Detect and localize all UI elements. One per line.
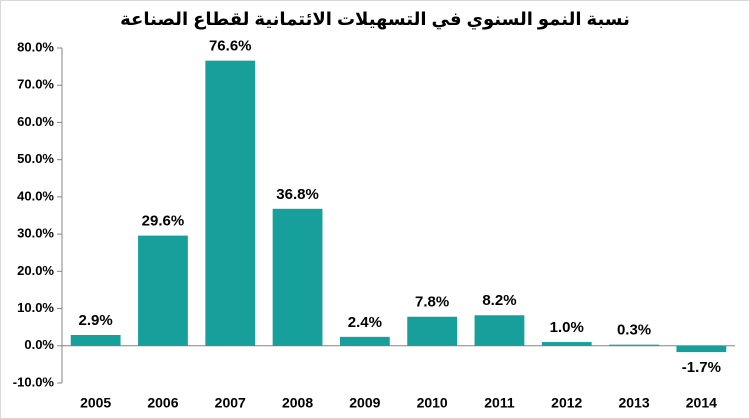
value-label: 7.8% <box>415 294 449 311</box>
bar <box>272 208 323 346</box>
y-tick-label: 40.0% <box>17 188 54 203</box>
x-tick-label: 2014 <box>686 395 717 411</box>
bar <box>541 342 592 346</box>
value-label: 2.4% <box>348 314 382 331</box>
value-label: 36.8% <box>276 186 319 203</box>
x-tick-label: 2006 <box>147 395 178 411</box>
bar <box>407 316 458 346</box>
y-tick-label: 0.0% <box>24 337 54 352</box>
bar <box>138 235 188 346</box>
y-tick-label: -10.0% <box>13 374 55 389</box>
value-label: 8.2% <box>482 292 516 309</box>
chart-title: نسبة النمو السنوي في التسهيلات الائتماني… <box>120 9 630 30</box>
x-tick-label: 2012 <box>551 395 582 411</box>
x-tick-label: 2010 <box>417 395 448 411</box>
value-label: 2.9% <box>79 312 113 329</box>
bar <box>205 60 256 346</box>
bar <box>609 344 659 346</box>
value-label: -1.7% <box>682 359 721 376</box>
x-tick-label: 2013 <box>618 395 649 411</box>
y-tick-label: 50.0% <box>17 151 54 166</box>
y-tick-label: 10.0% <box>17 300 54 315</box>
bar <box>70 334 121 346</box>
y-tick-label: 80.0% <box>17 39 54 54</box>
x-tick-label: 2008 <box>282 395 313 411</box>
bar <box>676 345 727 353</box>
bar <box>474 315 525 346</box>
x-tick-label: 2005 <box>80 395 111 411</box>
value-label: 1.0% <box>550 319 584 336</box>
y-tick-label: 20.0% <box>17 263 54 278</box>
value-label: 0.3% <box>617 322 651 339</box>
value-label: 29.6% <box>142 213 185 230</box>
x-tick-label: 2007 <box>215 395 246 411</box>
x-tick-label: 2011 <box>484 395 515 411</box>
y-tick-label: 30.0% <box>17 226 54 241</box>
x-tick-label: 2009 <box>349 395 380 411</box>
y-tick-label: 60.0% <box>17 114 54 129</box>
bar <box>339 336 390 346</box>
value-label: 76.6% <box>209 38 252 55</box>
y-tick-label: 70.0% <box>17 77 54 92</box>
